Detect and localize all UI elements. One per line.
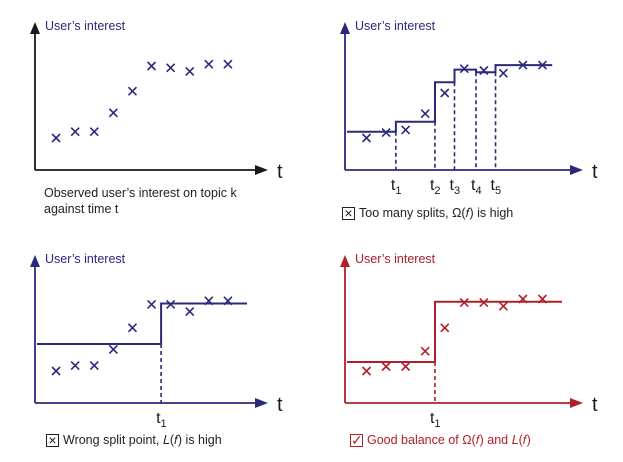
caption-observed-line2: against time t xyxy=(44,202,119,216)
split-label: t1 xyxy=(391,177,402,197)
data-point-cross xyxy=(459,64,469,74)
x-axis-arrow-icon xyxy=(570,165,583,175)
y-axis-label: User’s interest xyxy=(45,19,126,33)
data-point-cross xyxy=(51,366,61,376)
caption-too-many-text: Too many splits, Ω(𝑓) is high xyxy=(359,206,514,220)
data-point-cross xyxy=(479,65,489,76)
data-point-cross xyxy=(223,59,233,69)
split-label-subscript: 2 xyxy=(434,185,440,197)
data-point-cross xyxy=(518,294,528,304)
split-label: t2 xyxy=(430,177,441,197)
cross-box-icon: × xyxy=(46,432,59,448)
split-label-subscript: 4 xyxy=(475,185,481,197)
data-point-cross xyxy=(420,109,430,119)
split-label: t5 xyxy=(491,177,502,197)
step-function-line xyxy=(347,300,562,363)
y-axis-arrow-icon xyxy=(30,255,40,267)
data-point-cross xyxy=(440,88,450,98)
data-point-cross xyxy=(166,299,176,309)
panel-good-balance: User’s interest t t1 xyxy=(340,252,598,430)
data-point-cross xyxy=(185,66,195,76)
data-point-cross xyxy=(185,307,195,317)
caption-good-text: Good balance of Ω(𝑓) and 𝐿(𝑓) xyxy=(367,433,531,447)
x-axis-label: t xyxy=(277,161,283,183)
data-point-cross xyxy=(223,296,233,306)
caption-too-many-splits: × Too many splits, Ω(𝑓) is high xyxy=(342,205,513,221)
data-point-cross xyxy=(401,125,411,135)
split-label-subscript: 1 xyxy=(395,185,401,197)
x-axis-arrow-icon xyxy=(255,165,268,175)
data-point-cross xyxy=(401,361,411,372)
split-label-subscript: 1 xyxy=(434,418,440,430)
data-point-cross xyxy=(361,133,372,143)
caption-observed-line1: Observed user’s interest on topic k xyxy=(44,186,237,200)
step-function-line xyxy=(37,302,247,345)
data-point-cross xyxy=(381,128,391,138)
data-point-cross xyxy=(127,323,138,333)
x-axis-arrow-icon xyxy=(570,398,583,408)
data-point-cross xyxy=(420,346,430,356)
data-point-cross xyxy=(361,366,372,376)
y-axis-label: User’s interest xyxy=(45,252,126,266)
x-axis-label: t xyxy=(592,394,598,416)
panel-observed: User’s interest t xyxy=(30,19,283,183)
split-label: t4 xyxy=(471,177,482,197)
data-point-cross xyxy=(70,127,80,137)
caption-wrong-split: × Wrong split point, 𝐿(𝑓) is high xyxy=(46,432,222,448)
panel-too-many-splits: User’s interest t t1 t2 t3 t4 t5 xyxy=(340,19,598,197)
data-point-cross xyxy=(146,299,157,309)
x-axis-arrow-icon xyxy=(255,398,268,408)
data-point-cross xyxy=(108,108,118,118)
x-axis-label: t xyxy=(592,161,598,183)
caption-observed: Observed user’s interest on topic k agai… xyxy=(44,185,237,217)
step-function-line xyxy=(347,64,553,133)
data-point-cross xyxy=(146,61,157,71)
caption-good-balance: ✓ Good balance of Ω(𝑓) and 𝐿(𝑓) xyxy=(350,432,531,448)
data-point-cross xyxy=(459,298,469,308)
cross-box-icon: × xyxy=(342,205,355,221)
data-point-cross xyxy=(498,68,508,78)
data-point-cross xyxy=(537,294,548,304)
data-point-cross xyxy=(89,361,99,371)
data-point-cross xyxy=(479,298,489,308)
data-point-cross xyxy=(89,127,99,137)
data-point-cross xyxy=(166,63,176,73)
data-point-cross xyxy=(537,60,548,70)
data-point-cross xyxy=(440,323,450,333)
split-label-subscript: 5 xyxy=(495,185,501,197)
data-point-cross xyxy=(204,296,214,306)
caption-wrong-text: Wrong split point, 𝐿(𝑓) is high xyxy=(63,433,222,447)
data-point-cross xyxy=(498,301,508,311)
y-axis-arrow-icon xyxy=(340,22,350,34)
panel-wrong-split: User’s interest t t1 xyxy=(30,252,283,430)
data-point-cross xyxy=(108,344,118,354)
data-point-cross xyxy=(381,361,391,372)
split-label-subscript: 3 xyxy=(454,185,460,197)
data-point-cross xyxy=(518,60,528,70)
data-point-cross xyxy=(70,361,80,371)
check-box-icon: ✓ xyxy=(350,432,363,448)
split-label: t3 xyxy=(450,177,461,197)
y-axis-label: User’s interest xyxy=(355,19,436,33)
split-label-subscript: 1 xyxy=(161,418,167,430)
y-axis-arrow-icon xyxy=(30,22,40,34)
split-label: t1 xyxy=(430,410,441,430)
split-label: t1 xyxy=(156,410,167,430)
data-point-cross xyxy=(204,59,214,69)
y-axis-label: User’s interest xyxy=(355,252,436,266)
y-axis-arrow-icon xyxy=(340,255,350,267)
x-axis-label: t xyxy=(277,394,283,416)
data-point-cross xyxy=(51,133,61,143)
data-point-cross xyxy=(127,86,138,96)
